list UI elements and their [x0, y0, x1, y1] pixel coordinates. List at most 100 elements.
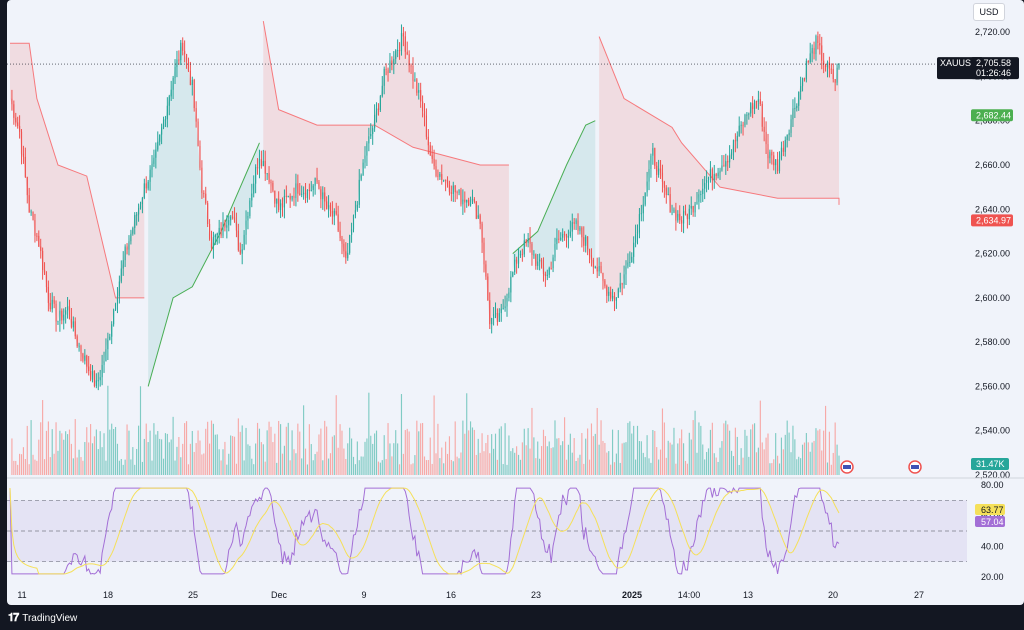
volume-bar	[604, 442, 606, 475]
currency-selector[interactable]: USD	[973, 3, 1005, 21]
chart-canvas[interactable]: 2,720.002,700.002,680.002,660.002,640.00…	[7, 0, 1024, 605]
candle	[370, 133, 372, 137]
candle	[801, 77, 804, 87]
volume-bar	[682, 443, 685, 475]
volume-bar	[483, 451, 485, 475]
volume-bar	[742, 457, 744, 475]
volume-bar	[124, 459, 126, 475]
candle	[161, 127, 163, 135]
candle	[644, 192, 646, 205]
candle	[116, 296, 119, 305]
volume-bar	[759, 400, 761, 475]
candle	[406, 51, 408, 55]
candle	[542, 267, 545, 274]
volume-bar	[214, 434, 216, 475]
volume-bar	[721, 441, 723, 475]
candle	[201, 167, 203, 193]
volume-bar	[226, 464, 228, 475]
us-flag-event-icon	[843, 465, 851, 469]
candle	[19, 126, 21, 132]
candle	[606, 286, 608, 296]
candle	[673, 209, 675, 213]
volume-bar	[719, 447, 721, 475]
candle	[698, 194, 700, 202]
chart-frame[interactable]: 2,720.002,700.002,680.002,660.002,640.00…	[7, 0, 1024, 605]
volume-bar	[30, 420, 32, 475]
volume-badge	[971, 458, 1009, 470]
candle	[293, 195, 295, 199]
candle	[233, 217, 236, 222]
candle	[366, 143, 368, 156]
candle	[241, 249, 243, 254]
candle	[327, 205, 330, 210]
candle	[274, 190, 276, 204]
candle	[546, 274, 548, 277]
candle	[721, 165, 723, 171]
rsi-value-label: 63.77	[981, 505, 1004, 515]
volume-bar	[155, 434, 157, 475]
candle	[232, 216, 234, 218]
candle	[646, 181, 648, 193]
candle	[765, 131, 767, 145]
candle	[147, 181, 149, 189]
candle	[422, 101, 424, 112]
volume-bar	[445, 441, 447, 475]
tradingview-brand[interactable]: 𝟏𝟕 TradingView	[8, 612, 77, 625]
volume-bar	[189, 443, 191, 475]
candle	[379, 96, 381, 110]
candle	[339, 230, 341, 239]
candle	[99, 377, 101, 381]
candle	[435, 166, 437, 176]
candle	[519, 254, 522, 256]
candle	[448, 185, 451, 193]
candle	[352, 215, 355, 230]
candle	[239, 250, 241, 254]
candle	[773, 155, 775, 166]
candle	[631, 256, 633, 263]
time-tick-label: 14:00	[678, 590, 701, 600]
candle	[111, 324, 113, 337]
volume-bar	[562, 441, 564, 475]
candle	[151, 163, 153, 170]
price-tick-label: 2,640.00	[975, 204, 1010, 214]
rsi-tick-label: 60.00	[981, 511, 1004, 521]
candle	[510, 276, 512, 293]
candle	[723, 165, 725, 167]
candle	[786, 135, 788, 141]
candle	[301, 193, 303, 195]
candle	[416, 79, 418, 93]
candle	[715, 173, 717, 176]
candle	[356, 204, 358, 211]
candle	[80, 345, 82, 354]
candle	[276, 198, 278, 204]
candle	[139, 204, 142, 209]
candle	[807, 60, 809, 63]
candle	[343, 243, 345, 252]
candle	[404, 36, 406, 52]
candle	[185, 54, 188, 60]
volume-bar	[659, 449, 662, 475]
candle	[517, 255, 520, 264]
candle	[114, 304, 117, 310]
candle	[663, 181, 665, 188]
countdown-label: 01:26:46	[976, 68, 1011, 78]
volume-bar	[362, 456, 364, 475]
candle	[748, 113, 750, 115]
candle	[473, 199, 475, 202]
volume-bar	[706, 451, 708, 475]
candle	[462, 199, 464, 205]
candle	[813, 47, 815, 55]
supertrend-fill	[10, 43, 145, 387]
volume-bar	[245, 427, 247, 475]
volume-bar	[280, 424, 282, 475]
candle	[588, 249, 591, 256]
volume-bar	[452, 461, 454, 475]
volume-bar	[610, 464, 612, 475]
volume-bar	[251, 458, 253, 475]
volume-bar	[224, 441, 226, 475]
volume-bar	[122, 464, 124, 475]
candle	[251, 193, 253, 201]
volume-bar	[395, 430, 397, 475]
candle	[527, 238, 529, 243]
candle	[155, 149, 157, 158]
